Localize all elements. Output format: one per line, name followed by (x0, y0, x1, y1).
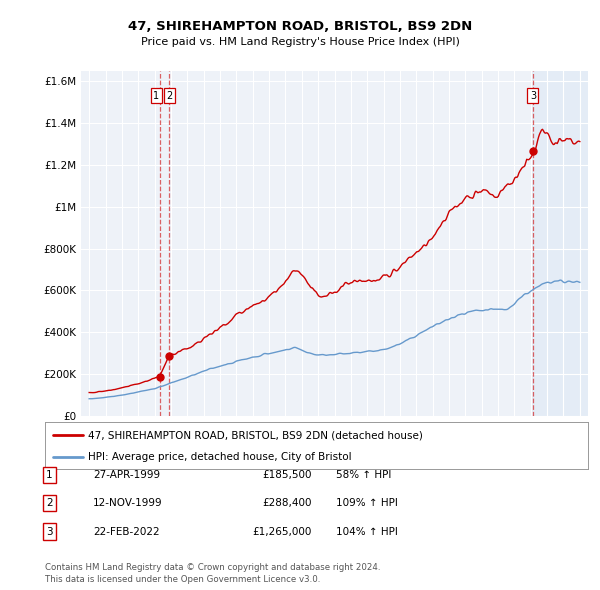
Bar (531, 71, 588, 416)
Text: 58% ↑ HPI: 58% ↑ HPI (336, 470, 391, 480)
Text: £185,500: £185,500 (263, 470, 312, 480)
Text: 1: 1 (153, 91, 159, 101)
Text: 2: 2 (166, 91, 172, 101)
Text: 47, SHIREHAMPTON ROAD, BRISTOL, BS9 2DN (detached house): 47, SHIREHAMPTON ROAD, BRISTOL, BS9 2DN … (88, 430, 424, 440)
Text: 27-APR-1999: 27-APR-1999 (93, 470, 160, 480)
Text: Contains HM Land Registry data © Crown copyright and database right 2024.: Contains HM Land Registry data © Crown c… (45, 563, 380, 572)
Text: £1,265,000: £1,265,000 (253, 527, 312, 536)
Text: This data is licensed under the Open Government Licence v3.0.: This data is licensed under the Open Gov… (45, 575, 320, 584)
Text: 1: 1 (46, 470, 53, 480)
Text: 2: 2 (46, 499, 53, 508)
Text: 109% ↑ HPI: 109% ↑ HPI (336, 499, 398, 508)
Text: Price paid vs. HM Land Registry's House Price Index (HPI): Price paid vs. HM Land Registry's House … (140, 38, 460, 47)
Text: 12-NOV-1999: 12-NOV-1999 (93, 499, 163, 508)
Text: 22-FEB-2022: 22-FEB-2022 (93, 527, 160, 536)
Text: 47, SHIREHAMPTON ROAD, BRISTOL, BS9 2DN: 47, SHIREHAMPTON ROAD, BRISTOL, BS9 2DN (128, 20, 472, 33)
Text: 104% ↑ HPI: 104% ↑ HPI (336, 527, 398, 536)
Text: 3: 3 (530, 91, 536, 101)
Text: HPI: Average price, detached house, City of Bristol: HPI: Average price, detached house, City… (88, 453, 352, 462)
Text: 3: 3 (46, 527, 53, 536)
Text: £288,400: £288,400 (263, 499, 312, 508)
